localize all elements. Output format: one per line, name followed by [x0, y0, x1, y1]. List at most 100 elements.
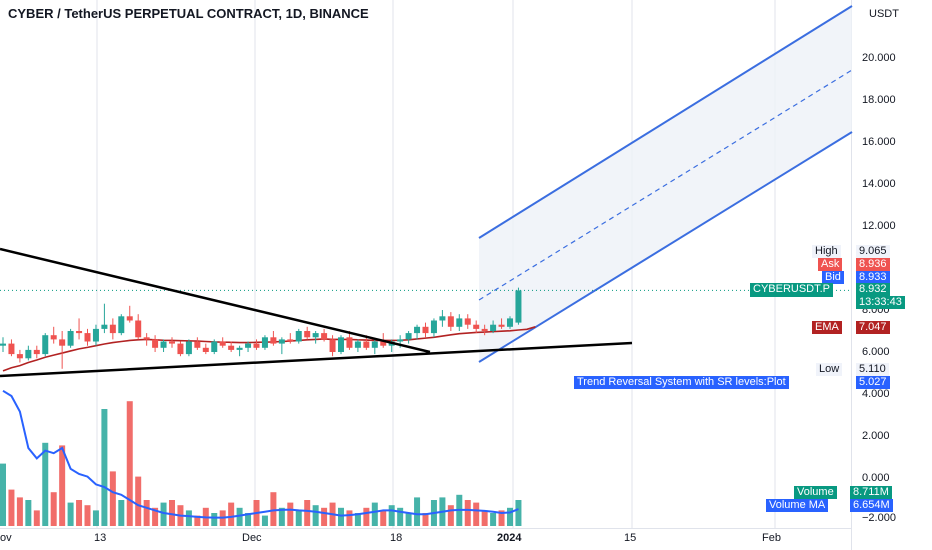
- x-axis-label: 2024: [497, 532, 522, 544]
- candle-body: [346, 337, 353, 348]
- candle-body: [67, 331, 74, 346]
- candle-body: [194, 341, 201, 348]
- candle-body: [245, 343, 252, 348]
- volume-bar: [126, 401, 133, 526]
- volume-bar: [109, 471, 116, 526]
- volume-bar: [194, 515, 201, 526]
- x-axis-label: 15: [624, 532, 637, 544]
- candle-body: [160, 341, 167, 348]
- candle-body: [405, 333, 412, 340]
- volume-bar: [101, 409, 108, 526]
- candle-body: [363, 341, 370, 348]
- volume-bar: [414, 497, 421, 526]
- candle-body: [456, 318, 463, 327]
- candle-body: [25, 349, 32, 359]
- trs-label: Trend Reversal System with SR levels:Plo…: [574, 376, 789, 389]
- y-axis-label: 18.000: [862, 94, 896, 106]
- candle-body: [270, 337, 277, 344]
- channel-lower-line: [478, 131, 853, 363]
- volume-bar: [515, 500, 522, 526]
- chart-title: CYBER / TetherUS PERPETUAL CONTRACT, 1D,…: [8, 6, 369, 21]
- volume-bar: [143, 500, 150, 526]
- candle-body: [169, 341, 175, 344]
- volume-bar: [135, 476, 142, 526]
- volume-bar: [397, 507, 404, 526]
- volume-bar: [321, 507, 328, 526]
- candle-body: [439, 316, 446, 321]
- volume-bar: [363, 507, 370, 526]
- volume-bar: [270, 492, 277, 526]
- y-axis-label: 6.000: [862, 346, 890, 358]
- candle-body: [143, 337, 150, 340]
- channel-fill: [479, 6, 852, 362]
- volume-ma-value: 6.654M: [850, 499, 893, 512]
- volume-bar: [59, 445, 66, 526]
- candle-body: [473, 324, 480, 329]
- last-price-value: 8.932: [856, 283, 890, 296]
- candle-body: [101, 324, 108, 329]
- x-axis-label: Dec: [242, 532, 262, 544]
- volume-bar: [76, 500, 83, 526]
- candle-body: [59, 339, 66, 346]
- channel-median-line: [478, 69, 853, 301]
- trs-value: 5.027: [856, 376, 890, 389]
- volume-bar: [295, 510, 302, 526]
- candle-body: [321, 333, 328, 340]
- candle-body: [498, 324, 505, 327]
- candle-body: [236, 347, 243, 350]
- candle-body: [380, 341, 387, 346]
- ema-value: 7.047: [856, 321, 890, 334]
- candle-body: [8, 343, 15, 355]
- volume-bar: [0, 463, 6, 526]
- volume-bar: [447, 505, 454, 526]
- volume-bar: [473, 502, 480, 526]
- x-axis-label: ov: [0, 532, 12, 544]
- candle-body: [287, 339, 294, 342]
- volume-bar: [118, 500, 125, 526]
- volume-ma-label: Volume MA: [766, 499, 829, 512]
- volume-bar: [388, 505, 395, 526]
- candle-body: [278, 339, 285, 344]
- candle-body: [253, 343, 260, 348]
- candle-body: [33, 349, 40, 355]
- candle-body: [304, 331, 311, 338]
- candle-body: [295, 331, 302, 342]
- candle-body: [464, 318, 471, 325]
- volume-bar: [185, 510, 192, 526]
- ask-label: Ask: [818, 258, 843, 271]
- candle-body: [92, 328, 99, 342]
- y-axis-label: 20.000: [862, 52, 896, 64]
- volume-bar: [211, 513, 218, 526]
- candle-body: [354, 341, 361, 348]
- candle-body: [338, 337, 344, 352]
- volume-bar: [8, 489, 15, 526]
- candle-body: [16, 354, 23, 359]
- candle-body: [329, 339, 336, 352]
- volume-label: Volume: [794, 486, 837, 499]
- bar-countdown: 13:33:43: [856, 296, 905, 309]
- volume-bar: [287, 502, 294, 526]
- symbol-label: CYBERUSDT.P: [750, 283, 834, 297]
- candle-body: [312, 333, 319, 338]
- y-axis-label: −2.000: [862, 512, 896, 524]
- volume-bar: [25, 500, 32, 526]
- volume-bar: [498, 510, 505, 526]
- low-value: 5.110: [856, 363, 889, 376]
- volume-bar: [84, 505, 91, 526]
- candle-body: [84, 333, 91, 342]
- y-axis-label: 4.000: [862, 388, 890, 400]
- y-axis-label: 14.000: [862, 178, 896, 190]
- volume-bar: [312, 505, 319, 526]
- candle-body: [414, 326, 421, 334]
- currency-unit[interactable]: USDT: [869, 8, 899, 20]
- volume-bar: [16, 497, 23, 526]
- candle-body: [447, 316, 454, 327]
- volume-bar: [228, 502, 235, 526]
- volume-value: 8.711M: [850, 486, 892, 499]
- channel-upper-line: [478, 5, 853, 239]
- candle-body: [219, 341, 226, 346]
- candle-body: [228, 345, 235, 350]
- volume-bar: [169, 500, 175, 526]
- volume-bar: [236, 507, 243, 526]
